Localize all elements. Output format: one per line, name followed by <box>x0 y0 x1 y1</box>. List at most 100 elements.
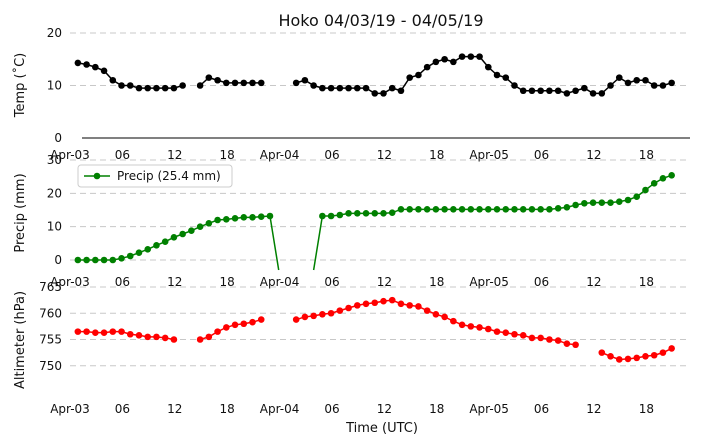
data-point <box>153 242 160 249</box>
data-point <box>135 84 143 92</box>
data-point <box>161 334 169 342</box>
data-point <box>223 79 230 87</box>
data-point <box>231 321 239 329</box>
data-point <box>214 216 221 224</box>
data-point <box>196 223 204 230</box>
data-point <box>598 349 606 356</box>
data-point <box>502 74 510 81</box>
data-point <box>336 84 344 92</box>
data-point <box>179 82 186 89</box>
data-point <box>257 79 265 87</box>
data-point <box>118 82 125 89</box>
data-point <box>423 307 431 314</box>
data-point <box>301 313 309 321</box>
y-tick-label: 30 <box>47 153 62 167</box>
data-point <box>92 63 99 71</box>
data-point <box>126 252 134 260</box>
data-point <box>650 82 658 89</box>
y-axis-label: Precip (mm) <box>13 173 28 252</box>
y-axis-label: Temp (˚C) <box>12 53 28 119</box>
x-tick-label: Apr-03 <box>50 402 90 416</box>
data-point <box>441 55 448 63</box>
data-point <box>476 53 483 60</box>
data-point <box>511 330 518 338</box>
data-point <box>423 63 431 71</box>
data-point <box>83 256 90 264</box>
data-point <box>345 84 352 92</box>
x-tick-label: Apr-03 <box>50 148 90 162</box>
data-point <box>633 193 641 200</box>
y-tick-label: 10 <box>47 79 62 93</box>
data-point <box>406 74 413 81</box>
data-point <box>214 328 221 335</box>
data-point <box>441 313 448 321</box>
data-point <box>161 84 169 92</box>
data-point <box>126 82 134 89</box>
x-tick-label: 06 <box>534 402 549 416</box>
data-point <box>74 256 82 264</box>
x-tick-label: 18 <box>639 148 654 162</box>
y-tick-label: 20 <box>47 26 62 40</box>
data-point <box>511 82 518 89</box>
data-point <box>170 336 178 343</box>
data-point <box>598 199 606 206</box>
data-point <box>476 206 483 213</box>
data-point <box>484 206 492 213</box>
data-point <box>83 328 90 335</box>
data-point <box>450 206 457 213</box>
data-point <box>223 324 230 331</box>
data-point <box>109 256 117 264</box>
data-point <box>484 325 492 333</box>
data-point <box>135 332 143 339</box>
data-point <box>415 303 422 310</box>
x-axis-label: Time (UTC) <box>345 421 418 436</box>
data-point <box>502 329 510 336</box>
data-point <box>563 340 571 348</box>
x-tick-label: Apr-03 <box>50 275 90 289</box>
x-tick-label: 12 <box>586 402 601 416</box>
data-point <box>467 53 475 60</box>
data-point <box>458 206 466 213</box>
data-point <box>415 206 422 213</box>
data-point <box>423 206 431 213</box>
data-point <box>301 76 309 84</box>
data-point <box>572 341 579 349</box>
data-point <box>362 84 370 92</box>
x-tick-label: 12 <box>586 275 601 289</box>
data-point <box>615 74 623 81</box>
data-point <box>511 206 518 213</box>
x-tick-label: 06 <box>324 148 339 162</box>
data-point <box>659 175 667 182</box>
legend-marker <box>93 172 101 180</box>
data-point <box>74 59 82 67</box>
data-point <box>353 210 361 217</box>
data-point <box>554 337 562 344</box>
series-line <box>77 215 280 271</box>
data-point <box>458 53 466 60</box>
series-line <box>312 174 672 271</box>
data-point <box>319 212 326 220</box>
data-point <box>406 206 413 213</box>
x-tick-label: 18 <box>220 402 235 416</box>
data-point <box>607 199 614 206</box>
x-tick-label: 06 <box>534 148 549 162</box>
x-tick-label: 12 <box>167 402 182 416</box>
data-point <box>371 299 379 307</box>
data-point <box>205 333 213 341</box>
data-point <box>144 84 152 92</box>
altimeter-panel: 750 755 760 765 Apr-03 06 12 18 Apr-04 06 12 18 Apr-… <box>13 280 690 416</box>
data-point <box>397 206 405 213</box>
data-point <box>153 333 160 341</box>
data-point <box>205 220 213 227</box>
data-point <box>642 186 649 194</box>
data-point <box>668 79 675 87</box>
data-point <box>668 172 675 179</box>
data-point <box>118 328 125 335</box>
data-point <box>144 333 152 341</box>
data-point <box>249 318 256 326</box>
data-point <box>624 355 632 363</box>
data-point <box>519 332 527 339</box>
data-point <box>493 206 501 213</box>
data-point <box>240 214 248 221</box>
x-tick-label: 18 <box>220 275 235 289</box>
